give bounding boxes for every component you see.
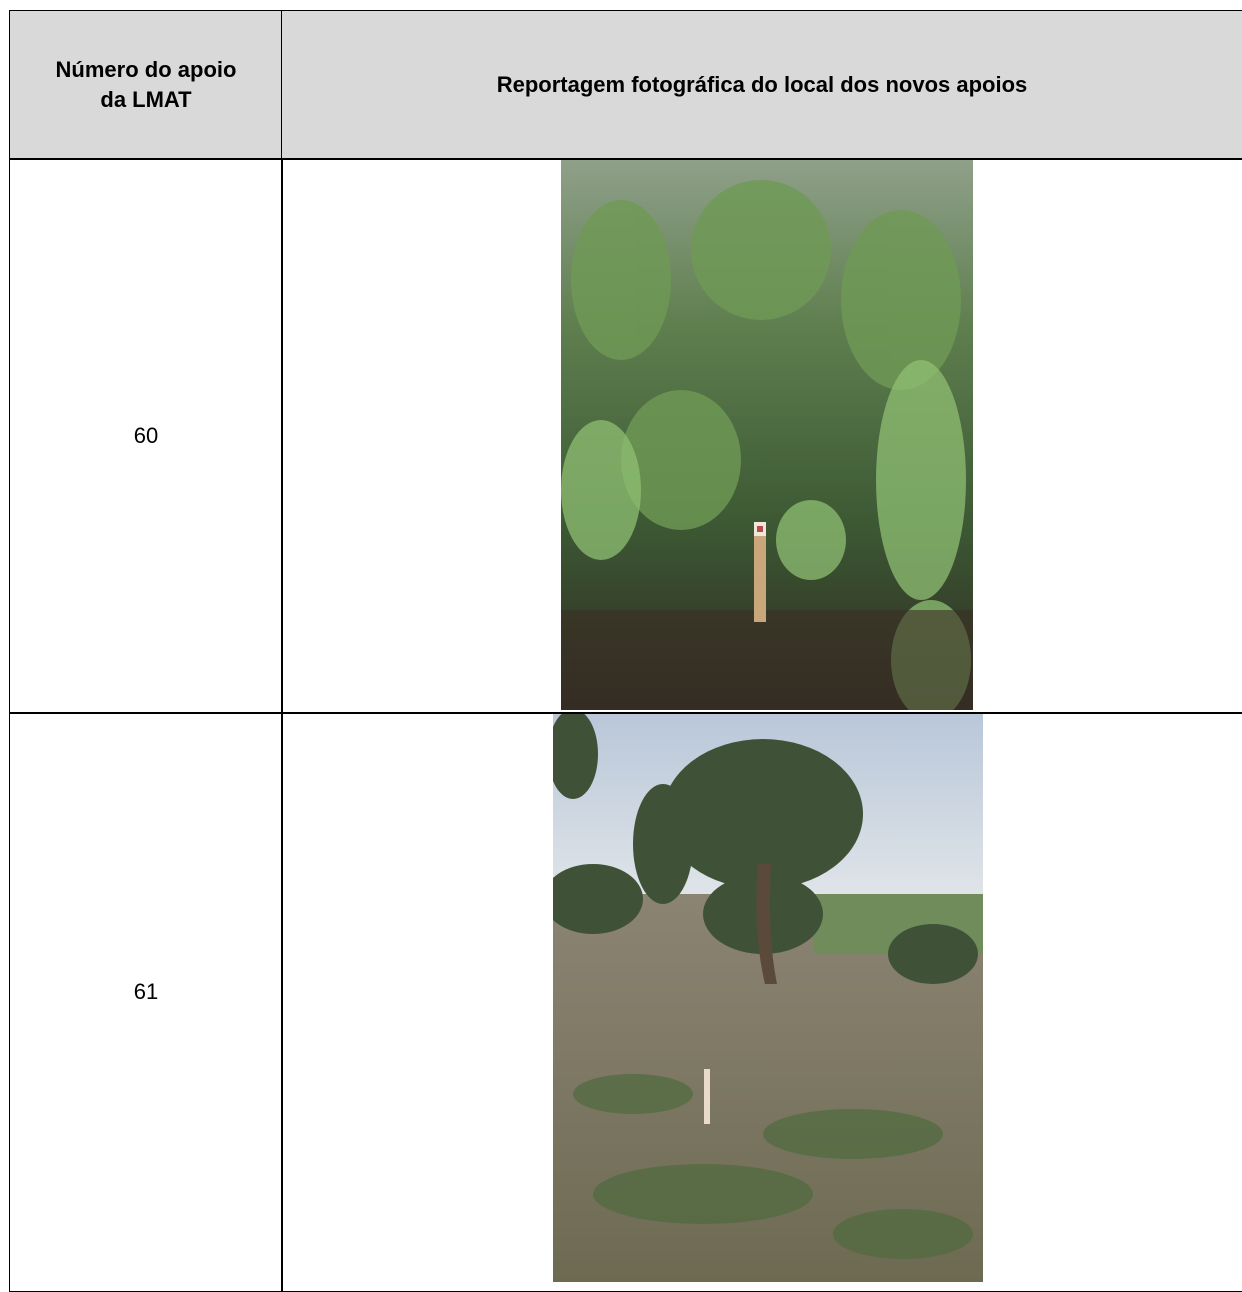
number-cell: 61 [9,712,283,1292]
support-number: 60 [133,423,159,448]
number-cell: 60 [9,158,283,714]
photo-cell [281,158,1242,714]
header-cell: Reportagem fotográfica do local dos novo… [281,10,1242,160]
header-text: Reportagem fotográfica do local dos novo… [496,72,1028,97]
photo [553,714,983,1282]
photo [561,160,973,710]
header-text: Número do apoio da LMAT [55,57,237,112]
header-cell: Número do apoio da LMAT [9,10,283,160]
support-number: 61 [133,979,159,1004]
